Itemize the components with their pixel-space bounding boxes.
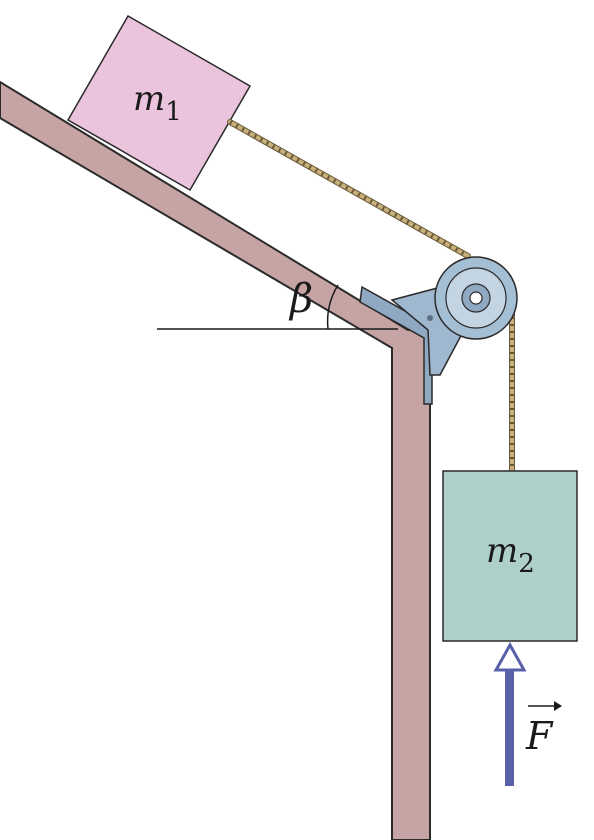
pulley-wheel — [434, 256, 518, 340]
angle-arc — [326, 284, 339, 330]
block-m1-label: m1 — [133, 79, 182, 127]
block-m1-symbol: m — [133, 79, 165, 119]
angle-label: β — [288, 276, 313, 322]
force-arrow — [493, 641, 527, 786]
block-m1 — [66, 14, 252, 192]
block-m2-symbol: m — [486, 531, 518, 571]
force-label-group: F — [525, 701, 562, 758]
rope-incline — [227, 119, 471, 259]
block-m2 — [442, 470, 578, 642]
block-m2-label: m2 — [486, 531, 535, 579]
block-m2-subscript: 2 — [518, 549, 535, 579]
force-label: F — [525, 714, 554, 758]
vector-arrow-head — [554, 701, 562, 711]
block-m1-subscript: 1 — [165, 97, 182, 127]
